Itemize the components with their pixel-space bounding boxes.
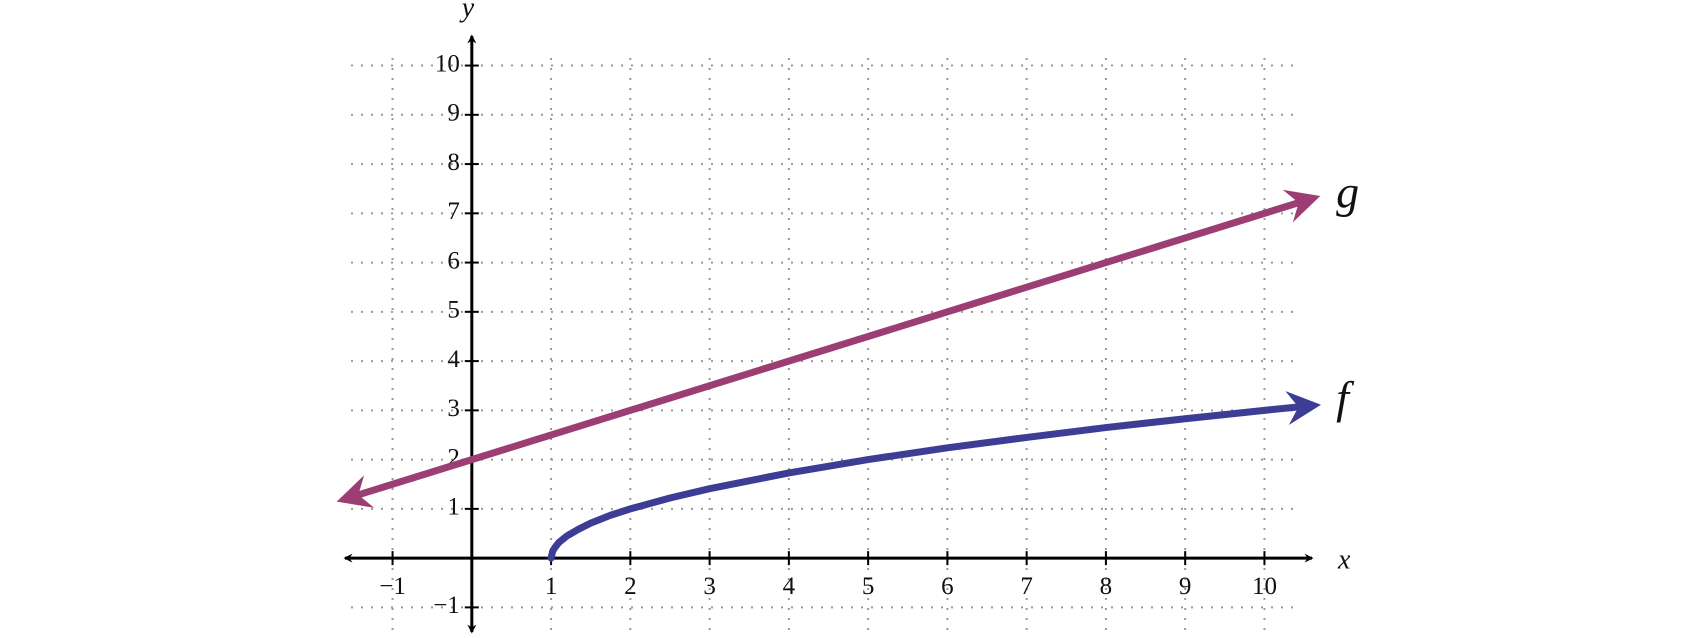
- x-tick-label: 1: [545, 573, 558, 600]
- function-curve: [336, 189, 1321, 508]
- y-axis-label: y: [459, 0, 475, 23]
- x-tick-label: 6: [941, 573, 954, 600]
- function-curve: [547, 391, 1321, 562]
- y-tick-label: −1: [433, 592, 460, 619]
- y-tick-label: 9: [447, 100, 460, 127]
- series-label: g: [1336, 167, 1359, 218]
- series-label: f: [1336, 372, 1355, 423]
- x-tick-label: 4: [783, 573, 796, 600]
- x-tick-label: 3: [703, 573, 716, 600]
- y-tick-label: 3: [447, 395, 460, 422]
- x-tick-label: 2: [624, 573, 637, 600]
- y-tick-label: 4: [447, 346, 460, 373]
- y-tick-label: 8: [447, 149, 460, 176]
- x-axis-label: x: [1337, 544, 1351, 575]
- x-tick-label: −1: [379, 573, 406, 600]
- y-tick-label: 7: [447, 198, 460, 225]
- x-tick-label: 8: [1100, 573, 1113, 600]
- x-tick-label: 5: [862, 573, 875, 600]
- x-tick-label: 9: [1179, 573, 1192, 600]
- y-tick-label: 10: [435, 50, 460, 77]
- x-tick-label: 10: [1252, 573, 1277, 600]
- y-tick-label: 1: [447, 494, 460, 521]
- y-tick-label: 5: [447, 297, 460, 324]
- x-tick-label: 7: [1020, 573, 1033, 600]
- y-tick-label: 6: [447, 247, 460, 274]
